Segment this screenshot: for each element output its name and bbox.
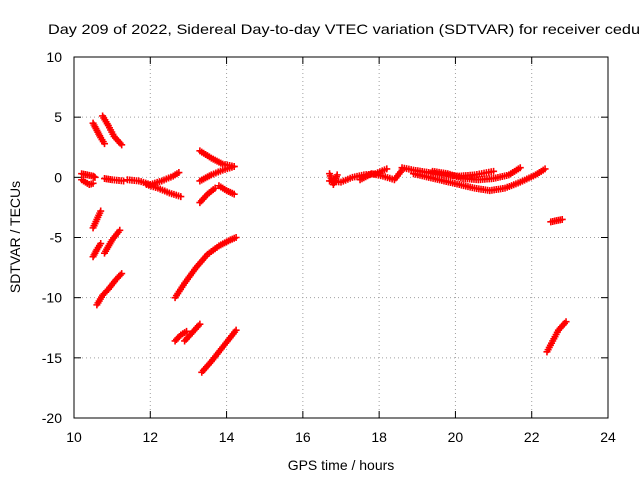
y-tick-label: 5 xyxy=(54,109,62,125)
data-point xyxy=(97,207,105,215)
y-tick-label: 10 xyxy=(46,49,62,65)
data-point xyxy=(120,177,128,185)
data-point xyxy=(516,164,524,172)
series-s1 xyxy=(89,119,109,148)
series-s15 xyxy=(171,234,240,302)
data-points xyxy=(78,112,570,376)
series-s20 xyxy=(215,182,238,198)
y-tick-label: -10 xyxy=(42,290,62,306)
series-s12 xyxy=(142,181,185,201)
series-s8 xyxy=(101,226,124,257)
data-point xyxy=(91,173,99,181)
series-s3 xyxy=(78,170,99,181)
series-s18 xyxy=(196,163,238,185)
chart-title: Day 209 of 2022, Sidereal Day-to-day VTE… xyxy=(48,21,640,37)
series-s10 xyxy=(104,270,126,293)
data-point xyxy=(333,171,341,179)
data-point xyxy=(558,215,566,223)
y-tick-label: -20 xyxy=(42,410,62,426)
data-point xyxy=(101,140,109,148)
x-tick-label: 24 xyxy=(600,429,616,445)
series-s13 xyxy=(171,327,191,345)
data-point xyxy=(232,234,240,241)
grid-lines xyxy=(74,57,608,418)
series-s7 xyxy=(89,240,105,261)
data-point xyxy=(89,179,97,187)
series-s28 xyxy=(543,318,570,356)
data-point xyxy=(118,141,126,149)
data-point xyxy=(116,226,124,234)
data-point xyxy=(97,240,105,248)
series-s27 xyxy=(547,215,566,226)
x-tick-label: 12 xyxy=(142,429,158,445)
data-point xyxy=(183,327,191,335)
series-s6 xyxy=(89,207,105,232)
x-tick-label: 14 xyxy=(219,429,235,445)
data-point xyxy=(383,165,391,173)
series-s2 xyxy=(99,112,126,149)
series-s5 xyxy=(101,175,128,185)
data-point xyxy=(490,167,498,175)
series-s25 xyxy=(409,165,549,195)
series-s19 xyxy=(196,184,219,207)
data-point xyxy=(562,318,570,326)
x-tick-labels: 10 12 14 16 18 20 22 24 xyxy=(66,429,616,445)
series-s14 xyxy=(181,320,204,345)
data-point xyxy=(230,190,238,198)
data-point xyxy=(541,165,549,173)
data-point xyxy=(177,193,185,201)
series-s11 xyxy=(123,169,183,189)
y-tick-label: 0 xyxy=(54,169,62,185)
x-tick-label: 20 xyxy=(448,429,464,445)
x-tick-label: 10 xyxy=(66,429,82,445)
y-tick-label: -5 xyxy=(50,230,63,246)
x-axis-label: GPS time / hours xyxy=(288,457,395,473)
data-point xyxy=(232,326,240,334)
series-s16 xyxy=(198,326,240,376)
data-point xyxy=(118,270,126,278)
x-tick-label: 22 xyxy=(524,429,540,445)
data-point xyxy=(230,163,238,171)
y-tick-label: -15 xyxy=(42,350,62,366)
data-point xyxy=(175,169,183,177)
y-tick-labels: 10 5 0 -5 -10 -15 -20 xyxy=(42,49,62,426)
plot-frame xyxy=(73,56,609,419)
data-point xyxy=(211,184,219,192)
y-axis-label: SDTVAR / TECUs xyxy=(7,181,23,293)
x-tick-label: 18 xyxy=(371,429,387,445)
series-s4 xyxy=(78,176,97,189)
x-tick-label: 16 xyxy=(295,429,311,445)
series-s22 xyxy=(326,170,341,189)
data-point xyxy=(116,271,124,279)
series-s26 xyxy=(429,164,524,184)
data-point xyxy=(196,320,204,328)
